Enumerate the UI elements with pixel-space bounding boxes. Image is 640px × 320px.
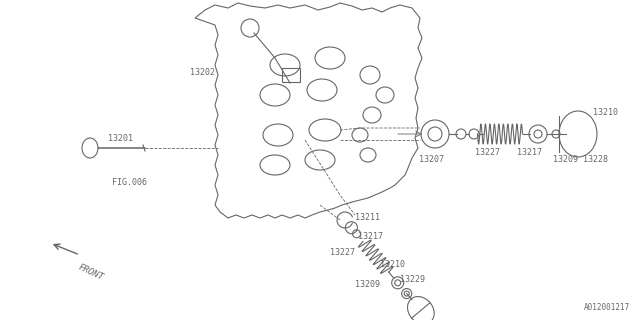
Text: 13207: 13207 (419, 155, 445, 164)
Text: 13211: 13211 (355, 213, 380, 222)
Text: 13201: 13201 (108, 134, 133, 143)
Text: 13210: 13210 (593, 108, 618, 117)
Text: FIG.006: FIG.006 (112, 178, 147, 187)
Text: 13227: 13227 (474, 148, 499, 157)
Text: 13228: 13228 (582, 155, 607, 164)
Text: 13227: 13227 (330, 248, 355, 257)
Text: A012001217: A012001217 (584, 303, 630, 312)
Text: 13202: 13202 (190, 68, 215, 77)
Text: 13209: 13209 (554, 155, 579, 164)
Text: 13217: 13217 (358, 232, 383, 241)
Text: 13229: 13229 (400, 275, 425, 284)
Text: 13209: 13209 (355, 280, 380, 289)
Text: 13210: 13210 (380, 260, 405, 269)
Text: 13217: 13217 (518, 148, 543, 157)
Text: FRONT: FRONT (77, 263, 105, 283)
